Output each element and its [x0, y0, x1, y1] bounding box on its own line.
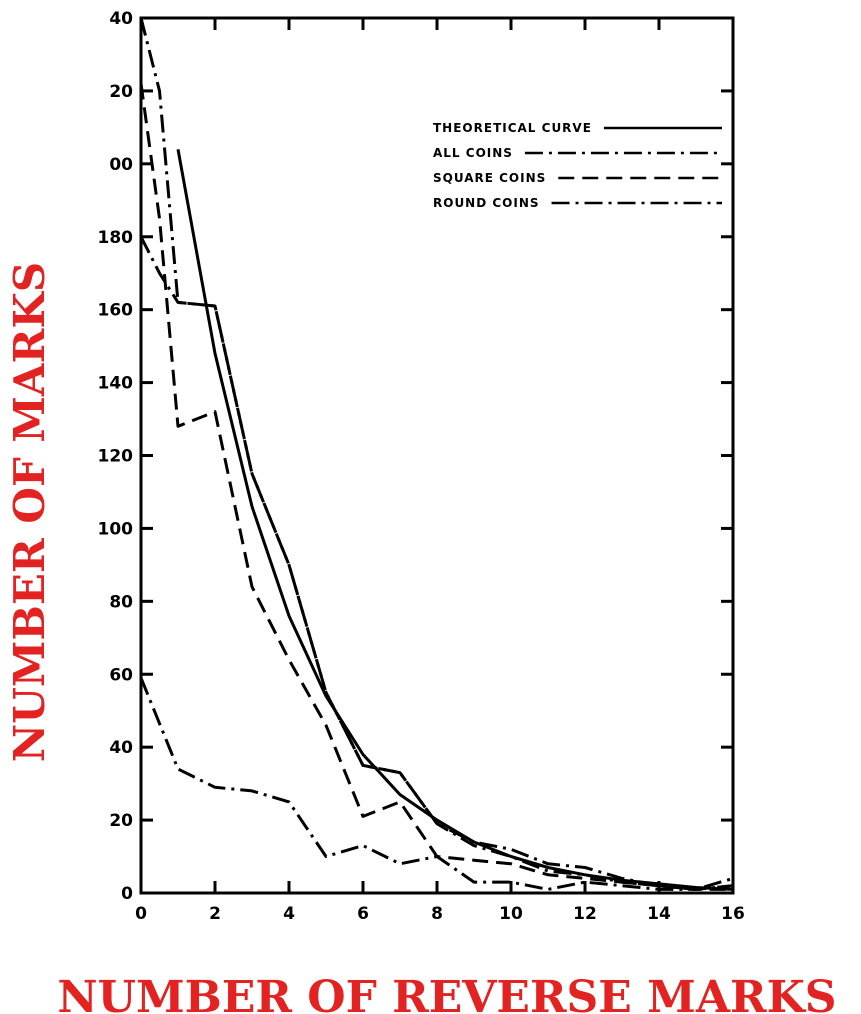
y-tick-label: 20 [109, 811, 133, 831]
series-line-unlabeled-4 [139, 677, 734, 891]
series-line-round-coins [139, 236, 734, 891]
y-tick-label: 100 [98, 519, 134, 539]
legend-label: ALL COINS [433, 146, 513, 160]
x-tick-label: 2 [209, 904, 221, 924]
y-tick-label: 120 [98, 447, 134, 467]
y-tick-label: 80 [109, 592, 133, 612]
x-tick-label: 12 [573, 904, 597, 924]
x-tick-label: 16 [721, 904, 745, 924]
x-tick-label: 6 [357, 904, 369, 924]
y-tick-label: 40 [109, 9, 133, 29]
x-tick-label: 4 [283, 904, 295, 924]
series-line-theoretical-curve [176, 149, 734, 891]
x-tick-label: 10 [499, 904, 523, 924]
series-lines [139, 17, 734, 891]
y-tick-label: 160 [98, 301, 134, 321]
legend: THEORETICAL CURVE ALL COINS SQUARE COINS RO… [433, 121, 722, 210]
y-tick-label: 60 [109, 665, 133, 685]
y-tick-label: 20 [109, 82, 133, 102]
axis-ticks: 0 2 4 6 8 10 12 14 16020406080100120140160180002… [98, 9, 745, 924]
x-tick-label: 0 [135, 904, 147, 924]
y-tick-label: 40 [109, 738, 133, 758]
y-tick-label: 140 [98, 374, 134, 394]
y-tick-label: 180 [98, 228, 134, 248]
legend-label: SQUARE COINS [433, 171, 546, 185]
legend-label: ROUND COINS [433, 196, 540, 210]
y-tick-label: 00 [109, 155, 133, 175]
legend-label: THEORETICAL CURVE [433, 121, 592, 135]
x-tick-label: 14 [647, 904, 671, 924]
y-axis-title: NUMBER OF MARKS [5, 262, 54, 762]
x-axis-title: NUMBER OF REVERSE MARKS [57, 972, 836, 1014]
y-tick-label: 0 [121, 884, 133, 904]
x-tick-label: 8 [431, 904, 443, 924]
